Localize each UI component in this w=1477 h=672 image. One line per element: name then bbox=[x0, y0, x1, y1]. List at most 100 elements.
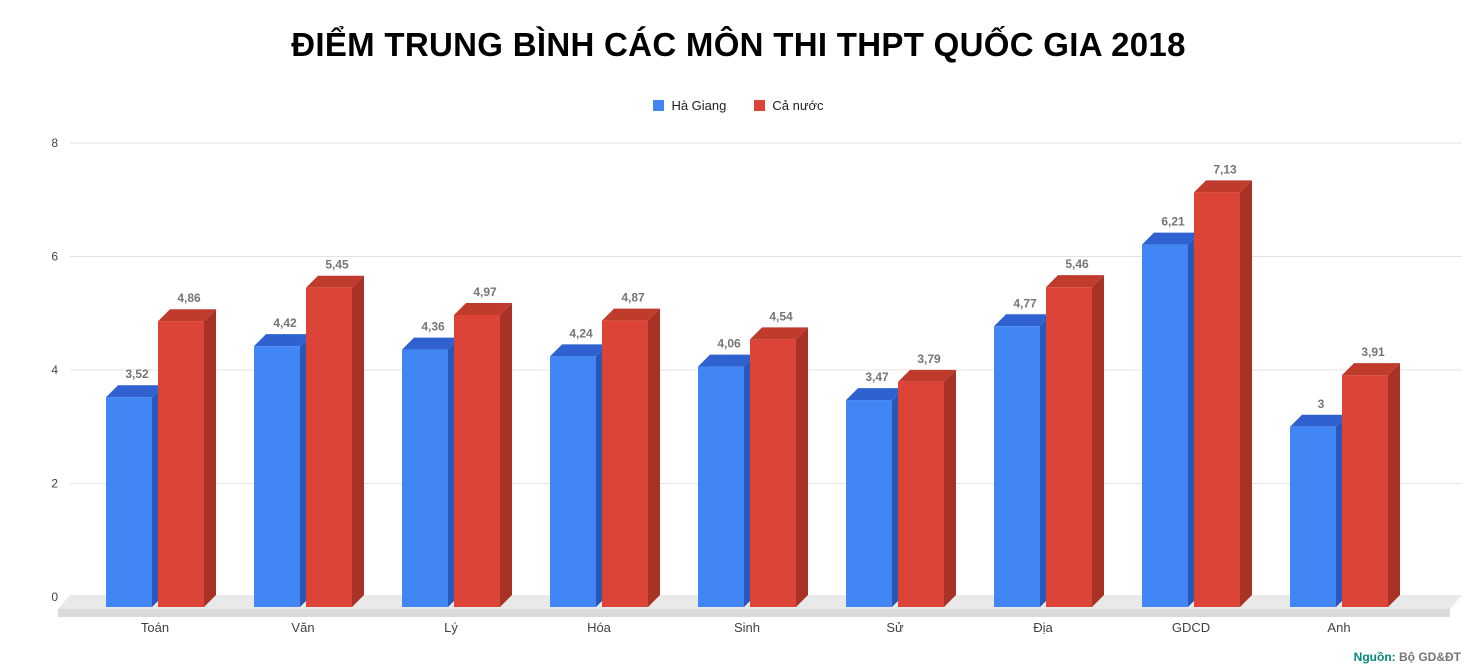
bar-value-label: 4,36 bbox=[421, 320, 445, 334]
x-category-label: Hóa bbox=[587, 620, 612, 635]
bar-front-face bbox=[550, 356, 596, 607]
bar-front-face bbox=[402, 349, 448, 607]
legend-item-ca-nuoc: Cả nước bbox=[754, 98, 824, 113]
source-prefix: Nguồn: bbox=[1353, 650, 1396, 664]
bar-ha-giang-1: 3,52 bbox=[106, 367, 164, 607]
bar-value-label: 4,86 bbox=[177, 291, 201, 305]
bar-ha-giang-6: 3,47 bbox=[846, 370, 904, 607]
bar-ha-giang-9: 3 bbox=[1290, 397, 1348, 607]
bar-value-label: 4,87 bbox=[621, 291, 645, 305]
bar-top-face bbox=[698, 354, 756, 367]
bar-front-face bbox=[750, 339, 796, 607]
bar-ca-nuoc-6: 3,79 bbox=[898, 352, 956, 607]
bar-ha-giang-7: 4,77 bbox=[994, 296, 1052, 607]
x-category-label: Địa bbox=[1033, 620, 1053, 635]
bar-top-face bbox=[254, 334, 312, 347]
legend-label: Cả nước bbox=[772, 98, 824, 113]
bar-front-face bbox=[454, 314, 500, 607]
bar-top-face bbox=[454, 302, 512, 315]
bar-value-label: 3,79 bbox=[917, 352, 941, 366]
bar-front-face bbox=[846, 400, 892, 607]
bar-ha-giang-3: 4,36 bbox=[402, 320, 460, 607]
bar-front-face bbox=[158, 321, 204, 607]
bar-front-face bbox=[994, 326, 1040, 607]
bar-front-face bbox=[1342, 375, 1388, 607]
bar-value-label: 3,91 bbox=[1361, 345, 1385, 359]
y-tick-label: 0 bbox=[51, 590, 58, 604]
bar-side-face bbox=[944, 369, 956, 607]
chart-floor-front bbox=[58, 609, 1450, 617]
bar-top-face bbox=[846, 388, 904, 401]
bar-ca-nuoc-8: 7,13 bbox=[1194, 162, 1252, 607]
legend-swatch-ha-giang bbox=[653, 100, 665, 111]
bar-top-face bbox=[602, 308, 660, 321]
bar-value-label: 7,13 bbox=[1213, 162, 1237, 176]
bar-front-face bbox=[698, 366, 744, 607]
bar-front-face bbox=[898, 381, 944, 607]
bar-top-face bbox=[1342, 363, 1400, 376]
bar-top-face bbox=[402, 337, 460, 350]
bar-top-face bbox=[550, 344, 608, 357]
bar-ca-nuoc-7: 5,46 bbox=[1046, 257, 1104, 607]
bar-ca-nuoc-3: 4,97 bbox=[454, 285, 512, 607]
source-name: Bộ GD&ĐT bbox=[1399, 650, 1461, 664]
bar-top-face bbox=[306, 275, 364, 288]
x-category-label: Sử bbox=[886, 620, 904, 635]
bar-top-face bbox=[1290, 414, 1348, 427]
bar-ha-giang-5: 4,06 bbox=[698, 337, 756, 607]
chart-title: ĐIỂM TRUNG BÌNH CÁC MÔN THI THPT QUỐC GI… bbox=[291, 26, 1186, 63]
bar-side-face bbox=[204, 309, 216, 607]
bar-value-label: 4,06 bbox=[717, 337, 741, 351]
bar-ca-nuoc-5: 4,54 bbox=[750, 309, 808, 607]
bar-top-face bbox=[1142, 232, 1200, 245]
y-tick-label: 4 bbox=[51, 363, 58, 377]
bar-value-label: 4,77 bbox=[1013, 296, 1037, 310]
bar-top-face bbox=[750, 327, 808, 340]
bar-top-face bbox=[1194, 180, 1252, 193]
bar-value-label: 4,24 bbox=[569, 326, 593, 340]
x-category-label: Toán bbox=[141, 620, 169, 635]
bar-top-face bbox=[994, 314, 1052, 327]
bar-top-face bbox=[898, 369, 956, 382]
bar-front-face bbox=[106, 397, 152, 607]
x-category-label: Anh bbox=[1327, 620, 1350, 635]
bar-value-label: 5,45 bbox=[325, 258, 349, 272]
legend-label: Hà Giang bbox=[671, 98, 727, 113]
bar-side-face bbox=[1240, 180, 1252, 607]
bar-value-label: 3,52 bbox=[125, 367, 149, 381]
bar-ca-nuoc-4: 4,87 bbox=[602, 291, 660, 607]
bar-value-label: 4,54 bbox=[769, 309, 793, 323]
y-tick-label: 2 bbox=[51, 477, 58, 491]
source-note: Nguồn: Bộ GD&ĐT bbox=[1354, 650, 1461, 664]
x-category-label: Sinh bbox=[734, 620, 760, 635]
bar-ha-giang-4: 4,24 bbox=[550, 326, 608, 607]
bar-ha-giang-8: 6,21 bbox=[1142, 215, 1200, 607]
bar-front-face bbox=[306, 287, 352, 607]
x-category-label: GDCD bbox=[1172, 620, 1210, 635]
bar-side-face bbox=[1388, 363, 1400, 607]
bar-side-face bbox=[500, 302, 512, 607]
bar-front-face bbox=[1290, 426, 1336, 607]
bar-value-label: 4,97 bbox=[473, 285, 497, 299]
y-tick-label: 6 bbox=[51, 250, 58, 264]
bar-ca-nuoc-9: 3,91 bbox=[1342, 345, 1400, 607]
bar-front-face bbox=[254, 346, 300, 607]
bar-top-face bbox=[158, 309, 216, 322]
bar-ha-giang-2: 4,42 bbox=[254, 316, 312, 607]
x-category-label: Văn bbox=[291, 620, 314, 635]
bar-side-face bbox=[1092, 275, 1104, 607]
bar-side-face bbox=[648, 308, 660, 607]
bar-ca-nuoc-1: 4,86 bbox=[158, 291, 216, 607]
bar-value-label: 3 bbox=[1318, 397, 1325, 411]
bar-side-face bbox=[352, 275, 364, 607]
bar-top-face bbox=[106, 385, 164, 398]
bar-side-face bbox=[796, 327, 808, 607]
bar-front-face bbox=[1194, 192, 1240, 607]
bar-value-label: 3,47 bbox=[865, 370, 889, 384]
bar-value-label: 6,21 bbox=[1161, 215, 1185, 229]
y-tick-label: 8 bbox=[51, 136, 58, 150]
bar-value-label: 4,42 bbox=[273, 316, 297, 330]
bar-top-face bbox=[1046, 275, 1104, 288]
